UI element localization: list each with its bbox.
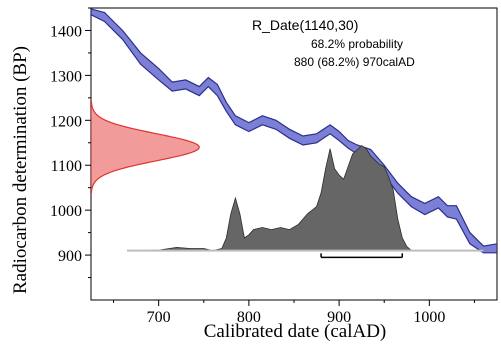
y-tick-label: 1000: [50, 203, 82, 220]
calibration-curve-layer: [91, 8, 497, 254]
y-tick-label: 1300: [50, 68, 82, 85]
annotation-range: 880 (68.2%) 970calAD: [294, 55, 415, 69]
y-tick-label: 1200: [50, 113, 82, 130]
y-tick-label: 1400: [50, 23, 82, 40]
annotation-probability: 68.2% probability: [311, 37, 403, 51]
range-layer: [320, 253, 404, 259]
x-tick-label: 900: [327, 309, 351, 326]
y-tick-label: 1100: [51, 158, 82, 175]
radiocarbon-layer: [91, 99, 200, 195]
x-tick-label: 700: [147, 309, 171, 326]
calibration-curve-band: [91, 8, 497, 254]
axes-layer: 900 1000 1100 1200 1300 1400 700 800 900 1000: [50, 7, 475, 326]
radiocarbon-density-area: [91, 99, 200, 195]
posterior-density-area: [127, 145, 457, 252]
x-tick-label: 800: [237, 309, 261, 326]
y-tick-label: 900: [58, 248, 82, 265]
chart-title: R_Date(1140,30): [252, 17, 358, 33]
x-tick-label: 1000: [413, 309, 445, 326]
plot-area: [90, 7, 498, 301]
posterior-layer: [127, 145, 484, 252]
y-axis-label: Radiocarbon determination (BP): [10, 46, 31, 294]
x-axis-label: Calibrated date (calAD): [204, 321, 387, 342]
